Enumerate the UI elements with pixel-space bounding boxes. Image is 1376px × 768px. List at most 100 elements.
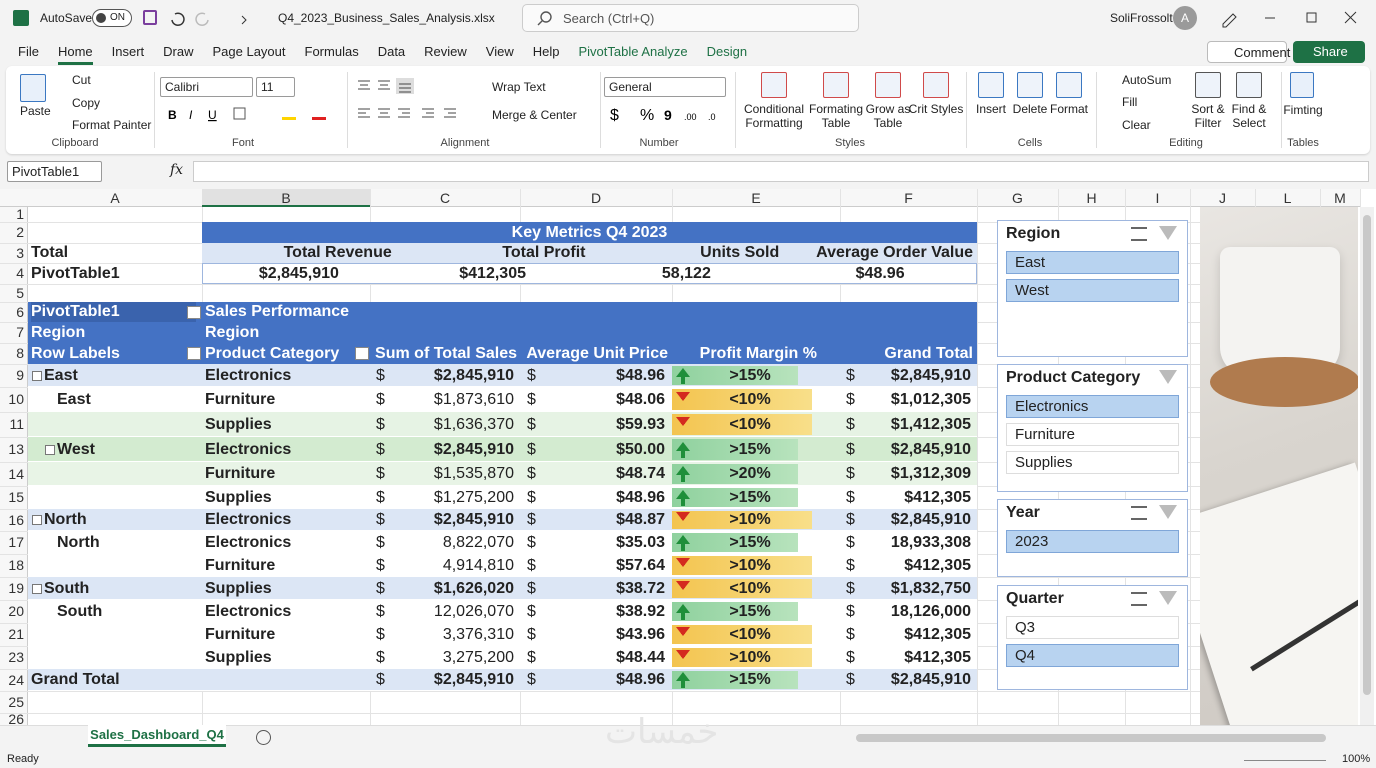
clear-filter-icon[interactable]: [1159, 370, 1177, 384]
column-header[interactable]: I: [1155, 190, 1160, 206]
clear-label[interactable]: Clear: [1122, 118, 1151, 132]
sheet-tab[interactable]: Sales_Dashboard_Q4: [88, 725, 226, 747]
collapse-button[interactable]: [32, 515, 42, 525]
column-header[interactable]: B: [202, 189, 370, 207]
ribbon-icon[interactable]: [1056, 72, 1082, 98]
ribbon-button-label[interactable]: Insert: [975, 102, 1006, 116]
row-header[interactable]: 4: [16, 265, 24, 281]
column-header[interactable]: L: [1283, 190, 1292, 206]
column-header[interactable]: E: [751, 190, 761, 206]
row-header[interactable]: 23: [8, 649, 24, 665]
row-header[interactable]: 20: [8, 603, 24, 619]
collapse-button[interactable]: [32, 583, 42, 594]
zoom-slider[interactable]: [1244, 760, 1326, 761]
row-header[interactable]: 10: [8, 391, 24, 407]
clear-filter-icon[interactable]: [1159, 505, 1177, 519]
row-header[interactable]: 24: [8, 672, 24, 688]
slicer-item[interactable]: West: [1006, 279, 1179, 302]
collapse-button[interactable]: [32, 370, 42, 381]
column-header[interactable]: F: [904, 190, 913, 206]
paste-label[interactable]: Paste: [20, 104, 51, 118]
row-header[interactable]: 1: [16, 206, 24, 222]
slicer-item[interactable]: East: [1006, 251, 1179, 274]
row-header[interactable]: 19: [8, 580, 24, 596]
slicer-item[interactable]: 2023: [1006, 530, 1179, 553]
comment-button[interactable]: Comment: [1207, 41, 1290, 63]
menu-tab[interactable]: Insert: [111, 44, 145, 59]
row-header[interactable]: 15: [8, 489, 24, 505]
row-header[interactable]: 6: [16, 304, 24, 320]
ribbon-button-label[interactable]: Conditional Formatting: [743, 102, 805, 130]
row-header[interactable]: 8: [16, 345, 24, 361]
filter-dropdown[interactable]: [355, 347, 369, 360]
ribbon-button-label[interactable]: Grow as Table: [865, 102, 911, 130]
menu-tab[interactable]: Review: [424, 44, 467, 59]
ribbon-icon[interactable]: [823, 72, 849, 98]
column-header[interactable]: H: [1086, 190, 1097, 206]
column-header[interactable]: C: [439, 190, 451, 206]
clear-filter-icon[interactable]: [1159, 591, 1177, 605]
menu-tab[interactable]: Formulas: [304, 44, 359, 59]
vertical-scrollbar[interactable]: [1360, 207, 1374, 726]
zoom-level[interactable]: 100%: [1342, 753, 1371, 765]
column-header[interactable]: G: [1012, 190, 1023, 206]
ribbon-button-label[interactable]: Format: [1049, 102, 1088, 116]
menu-tab[interactable]: Data: [377, 44, 406, 59]
multi-select-icon[interactable]: [1131, 506, 1147, 520]
multi-select-icon[interactable]: [1131, 592, 1147, 606]
add-sheet-button[interactable]: [256, 730, 271, 745]
autosum-label[interactable]: AutoSum: [1122, 73, 1172, 87]
format-painter-label[interactable]: Format Painter: [72, 118, 152, 132]
row-header[interactable]: 21: [8, 626, 24, 642]
cut-label[interactable]: Cut: [72, 73, 91, 87]
filter-dropdown[interactable]: [187, 306, 201, 319]
ribbon-icon[interactable]: [1236, 72, 1262, 98]
wrap-text-label[interactable]: Wrap Text: [492, 80, 546, 94]
slicer-item[interactable]: Furniture: [1006, 423, 1179, 446]
font-name-box[interactable]: Calibri: [160, 77, 253, 97]
ribbon-icon[interactable]: [923, 72, 949, 98]
merge-center-label[interactable]: Merge & Center: [492, 108, 577, 122]
column-header[interactable]: A: [110, 190, 120, 206]
menu-tab[interactable]: Home: [57, 44, 93, 65]
search-box[interactable]: Search (Ctrl+Q): [522, 4, 859, 32]
row-header[interactable]: 11: [9, 416, 24, 432]
horizontal-scrollbar[interactable]: [856, 734, 1326, 742]
number-format-box[interactable]: General: [604, 77, 726, 97]
column-header[interactable]: J: [1219, 190, 1226, 206]
scroll-thumb[interactable]: [1363, 215, 1371, 695]
fimting-label[interactable]: Fimting: [1283, 103, 1323, 117]
row-header[interactable]: 16: [8, 512, 24, 528]
filter-dropdown[interactable]: [187, 347, 201, 360]
clear-filter-icon[interactable]: [1159, 226, 1177, 240]
ribbon-button-label[interactable]: Sort & Filter: [1191, 102, 1225, 130]
file-name[interactable]: Q4_2023_Business_Sales_Analysis.xlsx: [278, 11, 495, 25]
row-header[interactable]: 14: [8, 466, 24, 482]
ribbon-icon[interactable]: [875, 72, 901, 98]
ribbon-icon[interactable]: [1017, 72, 1043, 98]
row-header[interactable]: 2: [16, 224, 24, 240]
menu-tab[interactable]: File: [18, 44, 39, 59]
save-icon[interactable]: [143, 10, 157, 25]
ribbon-icon[interactable]: [1195, 72, 1221, 98]
row-header[interactable]: 9: [16, 367, 24, 383]
ribbon-button-label[interactable]: Formating Table: [808, 102, 864, 130]
row-header[interactable]: 3: [16, 245, 24, 261]
fill-label[interactable]: Fill: [1122, 95, 1138, 109]
ribbon-button-label[interactable]: Delete: [1012, 102, 1048, 116]
row-header[interactable]: 25: [8, 694, 24, 710]
share-button[interactable]: Share: [1293, 41, 1365, 63]
paste-icon[interactable]: [20, 74, 46, 102]
copy-label[interactable]: Copy: [72, 96, 101, 110]
column-header[interactable]: M: [1334, 190, 1346, 206]
name-box[interactable]: PivotTable1: [7, 161, 102, 182]
collapse-button[interactable]: [45, 444, 55, 455]
slicer-item[interactable]: Q4: [1006, 644, 1179, 667]
menu-tab[interactable]: Page Layout: [212, 44, 286, 59]
tables-icon[interactable]: [1290, 72, 1314, 98]
menu-tab[interactable]: PivotTable Analyze: [578, 44, 688, 59]
menu-tab[interactable]: View: [485, 44, 514, 59]
slicer-item[interactable]: Q3: [1006, 616, 1179, 639]
column-header[interactable]: D: [590, 190, 602, 206]
row-header[interactable]: 18: [8, 557, 24, 573]
